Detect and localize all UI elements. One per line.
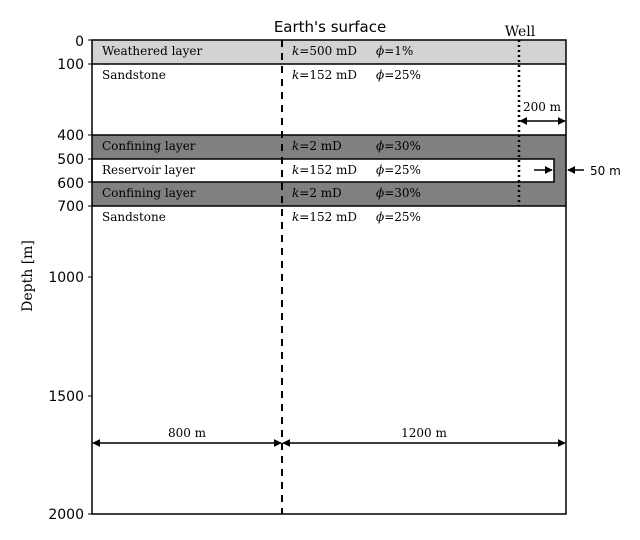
layer-row-weathered: Weathered layer k=500 mD ϕ=1% [102, 44, 413, 58]
layer-row-reservoir: Reservoir layer k=152 mD ϕ=25% [102, 163, 421, 177]
layer-porosity: ϕ=25% [376, 163, 421, 177]
depth-tick-label: 0 [75, 34, 84, 50]
layer-porosity: ϕ=1% [376, 44, 413, 58]
layer-name: Sandstone [102, 68, 166, 82]
depth-tick-label: 400 [57, 128, 84, 144]
well-label: Well [505, 24, 536, 40]
layer-porosity: ϕ=25% [376, 210, 421, 224]
layer-name: Weathered layer [102, 44, 202, 58]
layer-permeability: k=152 mD [292, 68, 357, 82]
layer-row-confining-lower: Confining layer k=2 mD ϕ=30% [102, 186, 421, 200]
depth-tick-label: 600 [57, 176, 84, 192]
layer-permeability: k=152 mD [292, 210, 357, 224]
layer-name: Confining layer [102, 139, 196, 153]
layer-permeability: k=152 mD [292, 163, 357, 177]
layer-permeability: k=2 mD [292, 186, 342, 200]
surface-label: Earth's surface [274, 18, 386, 36]
width-dimensions: 800 m 1200 m [92, 426, 566, 447]
layer-porosity: ϕ=30% [376, 139, 421, 153]
depth-tick-label: 1000 [48, 270, 84, 286]
depth-tick-label: 2000 [48, 507, 84, 523]
depth-axis-label: Depth [m] [20, 240, 36, 312]
well-offset-label: 200 m [523, 100, 562, 114]
weathered-layer-band [92, 40, 566, 64]
depth-tick-label: 1500 [48, 389, 84, 405]
layer-row-sandstone-lower: Sandstone k=152 mD ϕ=25% [102, 210, 421, 224]
depth-axis: 0 100 400 500 600 700 1000 1500 2000 Dep… [20, 34, 92, 523]
layer-permeability: k=500 mD [292, 44, 357, 58]
layer-porosity: ϕ=25% [376, 68, 421, 82]
layer-name: Sandstone [102, 210, 166, 224]
well-offset-dimension: 200 m [519, 100, 566, 125]
depth-tick-label: 100 [57, 57, 84, 73]
layer-permeability: k=2 mD [292, 139, 342, 153]
depth-tick-label: 500 [57, 152, 84, 168]
layer-row-confining-upper: Confining layer k=2 mD ϕ=30% [102, 139, 421, 153]
left-width-label: 800 m [168, 426, 207, 440]
depth-tick-label: 700 [57, 199, 84, 215]
right-width-label: 1200 m [401, 426, 447, 440]
reservoir-thickness-label: 50 m [590, 164, 621, 178]
layer-name: Confining layer [102, 186, 196, 200]
reservoir-thickness-dimension: 50 m [534, 164, 621, 178]
layer-row-sandstone-upper: Sandstone k=152 mD ϕ=25% [102, 68, 421, 82]
layer-name: Reservoir layer [102, 163, 195, 177]
layer-porosity: ϕ=30% [376, 186, 421, 200]
